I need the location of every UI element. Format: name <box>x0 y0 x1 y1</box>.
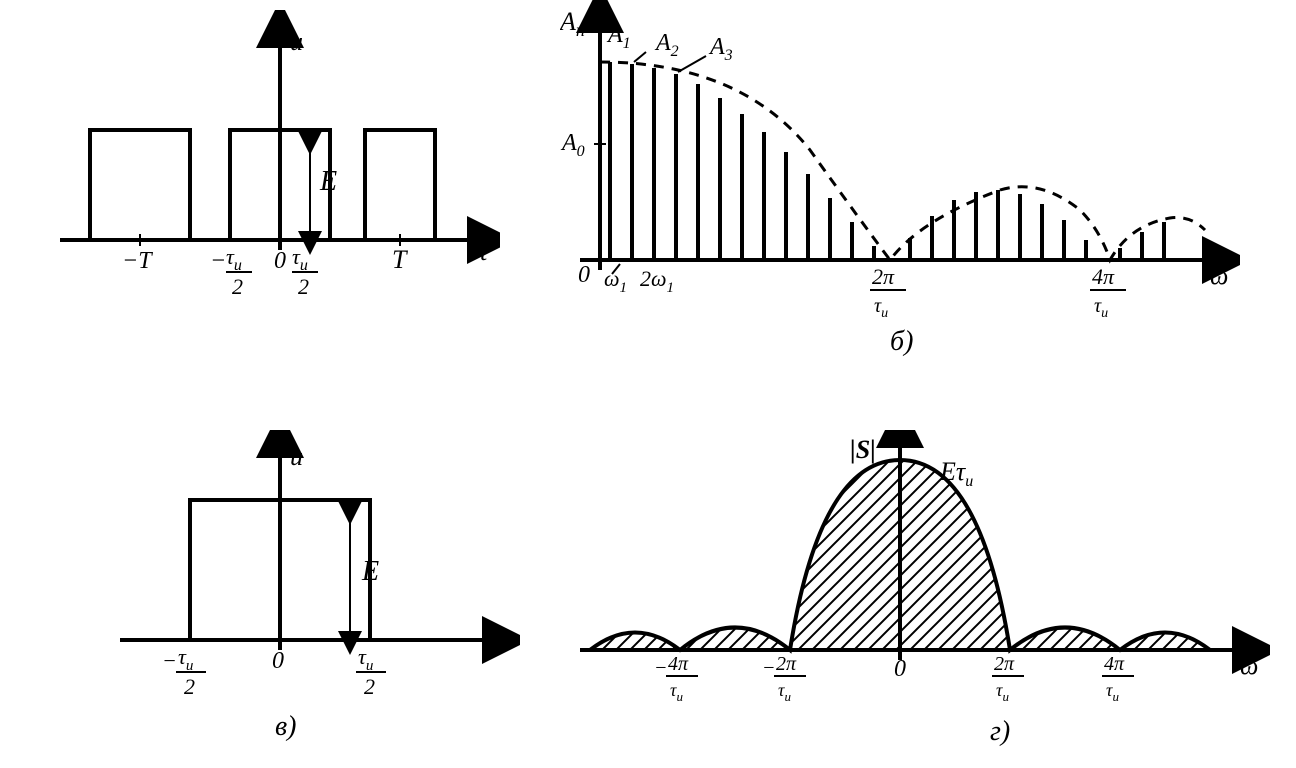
svg-text:0: 0 <box>578 262 590 288</box>
svg-text:−T: −T <box>122 248 153 274</box>
svg-text:2π: 2π <box>994 653 1015 675</box>
svg-text:2π: 2π <box>872 264 895 289</box>
svg-text:τи: τи <box>292 244 308 274</box>
svg-text:−: − <box>654 657 668 679</box>
svg-text:2: 2 <box>364 674 375 699</box>
svg-text:0: 0 <box>894 656 906 682</box>
svg-text:τи: τи <box>178 644 193 674</box>
svg-text:Eτи: Eτи <box>939 457 973 490</box>
spectral-lines <box>610 62 1164 260</box>
svg-text:ω: ω <box>1240 651 1258 680</box>
panel-c-single-pulse: u t E − τи 2 0 τи 2 в) <box>80 430 520 750</box>
svg-text:0: 0 <box>274 248 286 274</box>
panel-b-spectrum: An A1 A2 A3 A0 0 ω1 2ω1 2π τи 4π τи ω б) <box>560 0 1240 360</box>
caption-c: в) <box>275 711 296 742</box>
svg-text:2: 2 <box>232 274 243 299</box>
svg-text:2: 2 <box>184 674 195 699</box>
axis-u: u <box>290 27 303 56</box>
svg-text:ω: ω <box>1210 261 1228 290</box>
panel-d-sinc: |S| Eτи ω − 4π τи − 2π τи 0 2π τи 4π τи … <box>570 430 1270 760</box>
svg-text:An: An <box>560 7 585 40</box>
amp-E: E <box>319 166 337 197</box>
svg-text:0: 0 <box>272 648 284 674</box>
svg-text:A3: A3 <box>708 34 733 64</box>
svg-text:A0: A0 <box>560 130 585 160</box>
svg-text:τи: τи <box>1094 295 1108 321</box>
svg-text:T: T <box>392 245 408 274</box>
caption-d: г) <box>990 716 1010 747</box>
svg-text:2ω1: 2ω1 <box>640 266 674 296</box>
svg-text:A2: A2 <box>654 30 679 60</box>
svg-text:τи: τи <box>996 680 1009 704</box>
svg-text:τи: τи <box>1106 680 1119 704</box>
svg-text:A1: A1 <box>606 22 631 52</box>
svg-text:2: 2 <box>298 274 309 299</box>
svg-text:τи: τи <box>358 644 373 674</box>
svg-text:τи: τи <box>874 295 888 321</box>
svg-text:t: t <box>495 625 503 654</box>
svg-text:E: E <box>361 556 379 587</box>
svg-text:−: − <box>210 248 226 274</box>
svg-text:τи: τи <box>670 680 683 704</box>
svg-text:τи: τи <box>226 244 242 274</box>
caption-b: б) <box>890 326 913 357</box>
svg-text:u: u <box>290 442 303 471</box>
svg-text:τи: τи <box>778 680 791 704</box>
svg-text:−: − <box>762 657 776 679</box>
panel-a-pulse-train: u t E −T − τи 2 0 τи 2 T <box>30 10 500 320</box>
svg-text:4π: 4π <box>668 653 689 675</box>
svg-text:2π: 2π <box>776 653 797 675</box>
axis-t: t <box>480 237 488 266</box>
svg-text:−: − <box>162 648 177 673</box>
svg-text:4π: 4π <box>1104 653 1125 675</box>
svg-text:4π: 4π <box>1092 264 1115 289</box>
svg-text:|S|: |S| <box>850 435 876 464</box>
